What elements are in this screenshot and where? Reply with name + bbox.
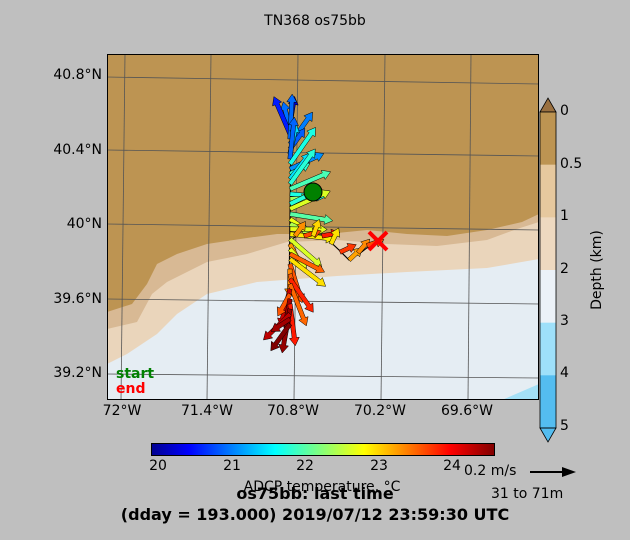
current-vector: [310, 218, 322, 238]
lon-label-71.4: 71.4°W: [180, 403, 234, 419]
temperature-colorbar-label: ADCP temperature, °C: [243, 479, 401, 495]
depth-colorbar-label: Depth (km): [589, 230, 605, 310]
lon-label-70.2: 70.2°W: [353, 403, 407, 419]
scale-arrow-icon: [530, 467, 576, 477]
current-vector: [270, 322, 293, 352]
current-vector: [288, 236, 323, 267]
depth-colorbar-bands: [540, 112, 556, 429]
scale-speed-label: 0.2 m/s: [464, 463, 517, 479]
current-vector: [287, 127, 316, 166]
map-frame: [107, 54, 539, 400]
temp-tick-23: 23: [370, 458, 388, 474]
current-vectors: [263, 93, 385, 354]
depth-colorbar: [539, 97, 557, 443]
current-vector: [287, 116, 299, 160]
status-line-1: os75bb: last time: [236, 484, 394, 503]
temperature-colorbar-gradient: [151, 443, 495, 456]
depth-tick-0.5: 0.5: [560, 156, 583, 172]
legend-start: start: [116, 366, 155, 382]
end-marker: [367, 230, 389, 252]
graticule: [107, 54, 539, 400]
depth-tick-1: 1: [560, 208, 569, 224]
current-vector: [288, 256, 327, 287]
depth-band: [540, 112, 556, 166]
temp-tick-20: 20: [149, 458, 167, 474]
lat-label-39.2: 39.2°N: [53, 365, 102, 381]
lon-label-70.8: 70.8°W: [266, 403, 320, 419]
temp-tick-22: 22: [296, 458, 314, 474]
current-vector: [288, 169, 332, 192]
current-vector: [338, 243, 357, 255]
temp-tick-21: 21: [223, 458, 241, 474]
current-vector: [270, 316, 292, 332]
depth-tick-2: 2: [560, 261, 569, 277]
lon-label-69.6: 69.6°W: [440, 403, 494, 419]
current-vector: [287, 282, 309, 327]
status-line-2: (dday = 193.000) 2019/07/12 23:59:30 UTC: [120, 505, 510, 524]
lat-label-40: 40°N: [66, 216, 102, 232]
lat-label-40.8: 40.8°N: [53, 67, 102, 83]
lon-label-72: 72°W: [102, 403, 142, 419]
temperature-colorbar: [151, 443, 495, 456]
scale-depth-range: 31 to 71m: [491, 486, 564, 502]
current-vector: [328, 227, 341, 246]
map-panel: [107, 54, 539, 400]
current-vector: [355, 238, 371, 255]
current-vector: [287, 148, 316, 186]
temp-tick-24: 24: [443, 458, 461, 474]
plot-title: TN368 os75bb: [264, 13, 366, 29]
depth-tick-5: 5: [560, 418, 569, 434]
depth-band: [540, 164, 556, 218]
current-vector: [288, 251, 326, 274]
legend-end: end: [116, 381, 146, 397]
depth-colorbar-frame: [539, 111, 557, 429]
depth-band: [540, 322, 556, 376]
current-vector: [289, 211, 334, 225]
depth-band: [540, 375, 556, 429]
current-vector: [286, 93, 298, 140]
lat-label-39.6: 39.6°N: [53, 291, 102, 307]
current-vector: [292, 221, 306, 238]
depth-tick-0: 0: [560, 103, 569, 119]
depth-tick-4: 4: [560, 365, 569, 381]
continental-shelf: [107, 54, 539, 312]
depth-tick-3: 3: [560, 313, 569, 329]
depth-colorbar-bottom-cap: [539, 427, 557, 443]
depth-colorbar-top-cap: [539, 97, 557, 113]
current-vector: [272, 96, 293, 136]
depth-band: [540, 217, 556, 271]
current-vector: [287, 277, 314, 313]
start-marker: [303, 182, 323, 202]
lat-label-40.4: 40.4°N: [53, 142, 102, 158]
depth-band: [540, 270, 556, 324]
deep-water-patch: [502, 384, 539, 400]
